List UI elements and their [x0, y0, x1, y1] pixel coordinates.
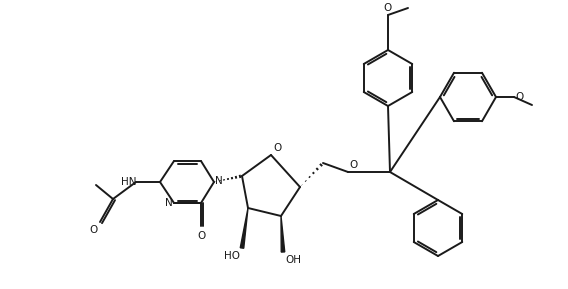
Text: O: O	[273, 143, 281, 153]
Text: O: O	[90, 225, 98, 235]
Polygon shape	[240, 208, 248, 248]
Text: N: N	[215, 176, 223, 186]
Text: O: O	[197, 231, 205, 241]
Text: OH: OH	[285, 255, 301, 265]
Text: O: O	[349, 160, 357, 170]
Text: HN: HN	[120, 177, 136, 187]
Text: O: O	[383, 3, 391, 13]
Text: O: O	[515, 92, 523, 102]
Text: N: N	[165, 198, 173, 208]
Text: HO: HO	[224, 251, 240, 261]
Polygon shape	[281, 216, 285, 252]
